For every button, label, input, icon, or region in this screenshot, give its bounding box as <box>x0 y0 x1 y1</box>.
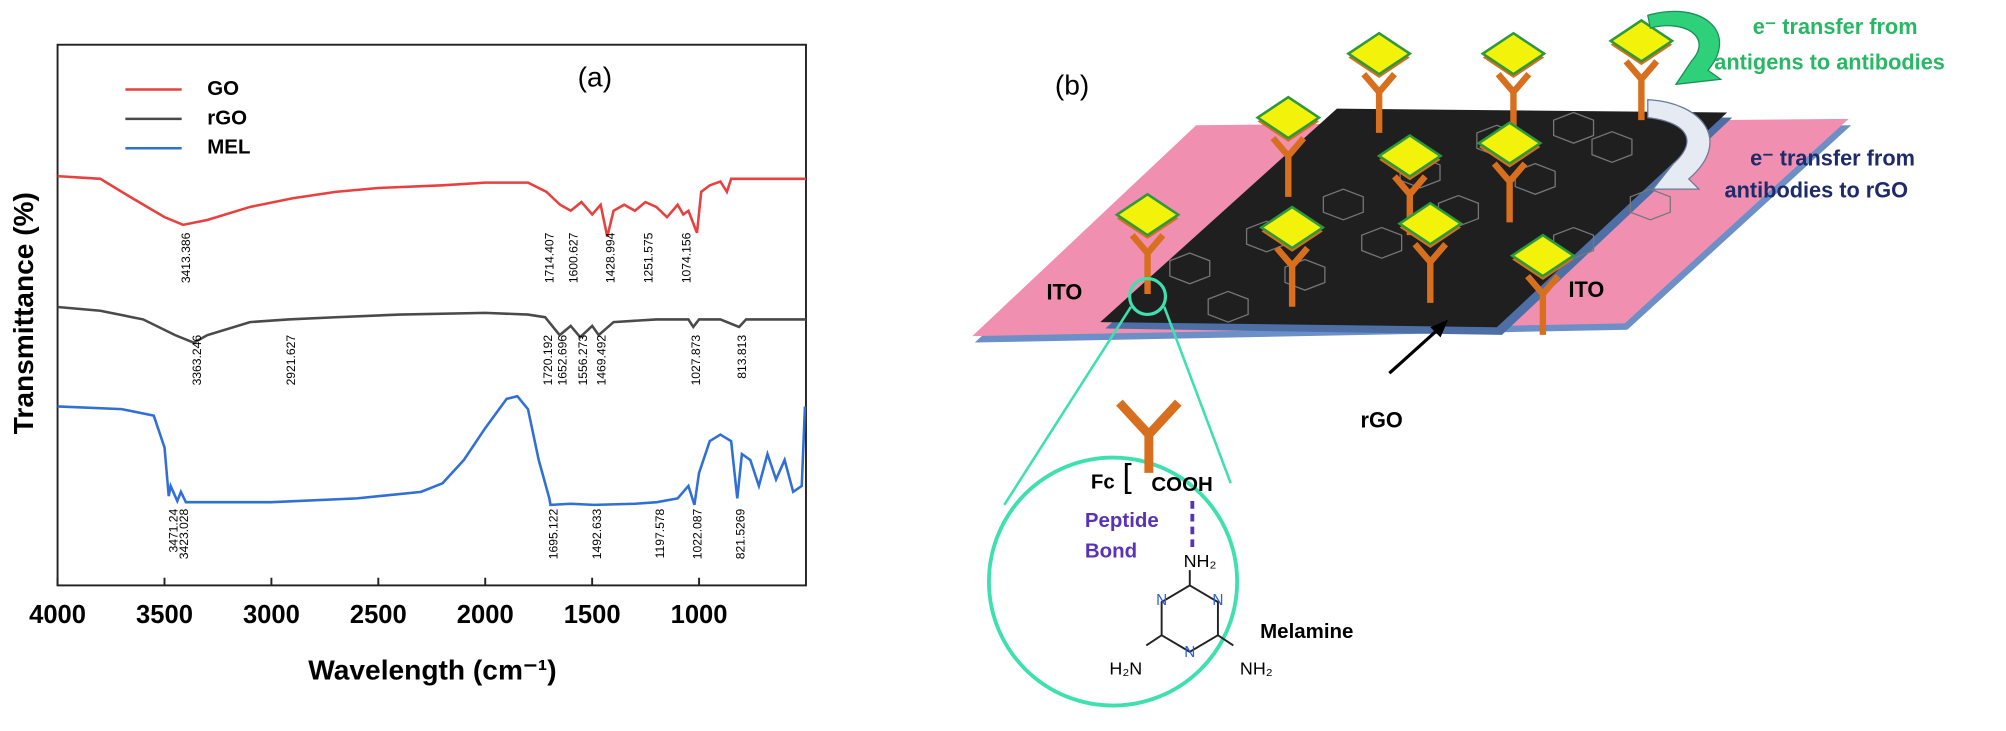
bond <box>1145 634 1163 647</box>
x-tick-label: 3000 <box>243 601 300 629</box>
legend-label: rGO <box>207 106 247 129</box>
panel-label: (b) <box>1055 69 1089 100</box>
cooh-label: COOH <box>1151 473 1212 496</box>
antibody-zoom <box>1116 399 1182 473</box>
antigen <box>1480 31 1547 76</box>
antibody <box>1274 245 1310 307</box>
series-line <box>57 305 806 345</box>
x-tick-label: 1000 <box>671 601 728 629</box>
peak-label: 2921.627 <box>284 335 298 386</box>
peak-label: 1720.192 <box>541 335 555 386</box>
arrow-antigen <box>1647 10 1723 86</box>
peak-label: 1197.578 <box>653 508 667 558</box>
rgo-label: rGO <box>1361 408 1403 433</box>
peak-label: 1027.873 <box>689 335 703 386</box>
triazine <box>1284 258 1326 291</box>
peak-label: 3423.028 <box>177 508 191 559</box>
antibody <box>1361 72 1397 133</box>
triazine <box>1552 111 1595 144</box>
atom-label: N <box>1156 592 1167 609</box>
x-axis-title: Wavelength (cm⁻¹) <box>308 655 556 686</box>
rgo-arrow <box>1388 326 1442 375</box>
triazine <box>1322 188 1364 221</box>
peak-label: 1469.492 <box>595 335 609 386</box>
x-tick-label: 2500 <box>350 601 407 629</box>
x-tick-label: 3500 <box>136 601 193 629</box>
antibody <box>1525 274 1561 335</box>
antigen <box>1346 31 1413 76</box>
arrow-antibody <box>1647 99 1711 190</box>
triazine <box>1207 290 1249 323</box>
x-tick-label: 4000 <box>29 601 86 629</box>
peak-label: 813.813 <box>735 335 749 379</box>
peak-label: 1428.994 <box>603 232 617 283</box>
antibody <box>1412 242 1449 303</box>
bracket: [ <box>1122 458 1131 495</box>
bond <box>1217 634 1234 647</box>
peak-label: 1556.273 <box>576 335 590 386</box>
antigen <box>1114 192 1181 237</box>
peak-label: 1251.575 <box>641 232 655 283</box>
atom-label: N <box>1184 644 1195 661</box>
atom-label: NH₂ <box>1240 659 1273 679</box>
x-tick-label: 2000 <box>457 601 514 629</box>
zoom-line <box>1003 306 1133 506</box>
zoom-spot <box>1128 277 1168 317</box>
legend-label: MEL <box>207 136 250 159</box>
triazine <box>1169 252 1211 285</box>
peak-label: 1074.156 <box>679 232 693 283</box>
x-tick-label: 1500 <box>564 601 621 629</box>
antigen <box>1259 205 1326 250</box>
antibody <box>1129 233 1166 294</box>
melamine-ring <box>1160 584 1219 653</box>
triazine <box>1552 226 1595 259</box>
antigen <box>1509 233 1576 278</box>
legend-label: GO <box>207 77 239 100</box>
bond-label: Peptide <box>1085 509 1159 532</box>
atom-label: N <box>1212 592 1223 609</box>
peak-label: 1022.087 <box>690 508 704 559</box>
peak-label: 3413.386 <box>179 232 193 283</box>
melamine-label: Melamine <box>1260 620 1353 643</box>
antigen <box>1255 95 1322 140</box>
series-line <box>57 174 806 238</box>
atom-label: NH₂ <box>1184 551 1217 571</box>
antibodies <box>1114 18 1675 335</box>
antigen <box>1376 133 1443 178</box>
ito-label: ITO <box>1568 277 1604 302</box>
peak-label: 1492.633 <box>590 508 604 559</box>
antigen <box>1397 201 1464 246</box>
ito-label: ITO <box>1046 280 1082 305</box>
bond-label: Bond <box>1085 540 1137 563</box>
peak-label: 3363.246 <box>190 335 204 386</box>
transfer-text: e⁻ transfer from <box>1750 146 1915 171</box>
triazine <box>1591 130 1633 164</box>
antigen <box>1476 121 1543 166</box>
plot-frame <box>56 43 807 587</box>
transfer-text: antigens to antibodies <box>1714 50 1945 75</box>
atom-label: H₂N <box>1109 659 1142 679</box>
transfer-text: antibodies to rGO <box>1725 177 1909 202</box>
antibody <box>1270 135 1307 197</box>
series-line <box>57 394 807 507</box>
peak-label: 1652.696 <box>556 335 570 386</box>
y-axis-title: Transmittance (%) <box>8 192 39 434</box>
panel-label: (a) <box>578 62 612 93</box>
zoom-line <box>1162 306 1232 484</box>
peak-label: 1600.627 <box>567 232 581 283</box>
triazine <box>1629 188 1671 221</box>
antibody <box>1623 59 1660 121</box>
peak-label: 1714.407 <box>542 232 556 283</box>
peak-label: 1695.122 <box>546 508 560 559</box>
antigen <box>1608 18 1675 63</box>
peak-label: 3471.24 <box>167 508 181 552</box>
triazine <box>1361 226 1403 259</box>
antibody <box>1491 161 1528 223</box>
rgo-arrowhead <box>1430 319 1449 338</box>
fc-label: Fc <box>1091 471 1115 494</box>
peak-label: 821.5269 <box>733 508 747 559</box>
transfer-text: e⁻ transfer from <box>1753 14 1918 39</box>
